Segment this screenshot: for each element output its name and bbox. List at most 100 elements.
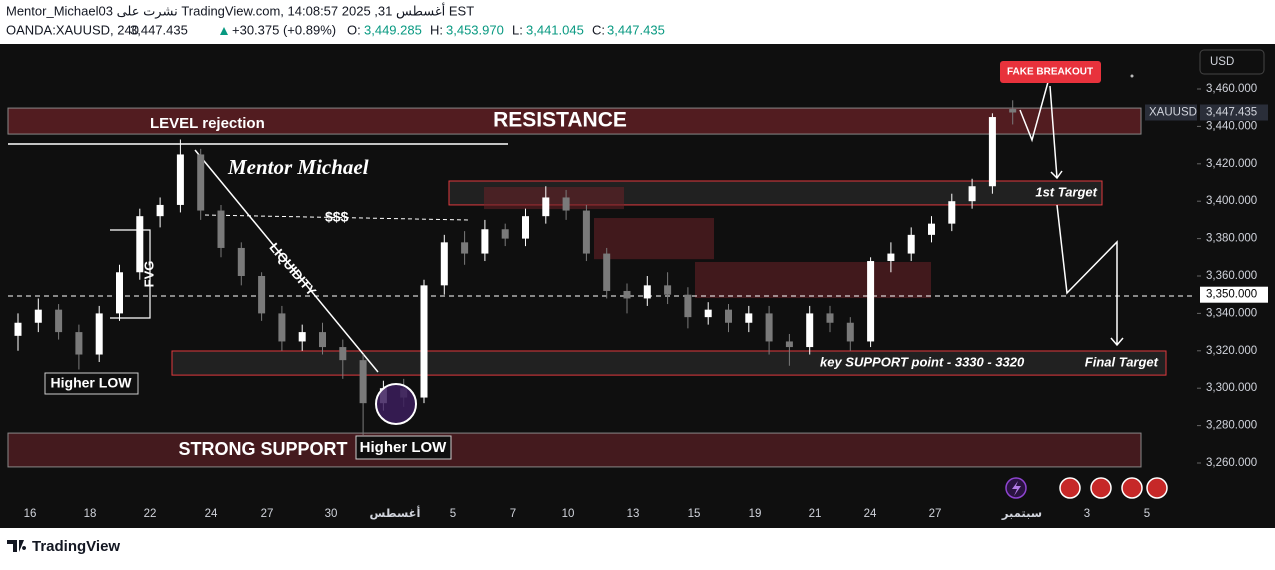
price-tag-label: 3,447.435 <box>1206 107 1257 119</box>
price-tag-name: XAUUSD <box>1149 107 1197 119</box>
x-tick-label: أغسطس <box>370 505 421 520</box>
x-tick-label: 27 <box>261 508 274 520</box>
candle-body <box>664 285 672 295</box>
x-tick-label: 27 <box>929 508 942 520</box>
y-tick-label: 3,340.000 <box>1206 307 1257 319</box>
y-tick-label: 3,280.000 <box>1206 420 1257 432</box>
zone-label: key SUPPORT point - 3330 - 3320 <box>820 354 1025 369</box>
candle-body <box>420 285 428 398</box>
annotation: Higher LOW <box>360 439 448 456</box>
candle-body <box>542 197 550 217</box>
candle-body <box>846 322 854 342</box>
event-icon[interactable] <box>1059 477 1081 499</box>
candle-body <box>116 272 123 314</box>
candle-body <box>725 309 732 323</box>
y-tick-label: 3,440.000 <box>1206 120 1257 132</box>
x-tick-label: سبتمبر <box>1001 508 1042 520</box>
logo: TradingView <box>7 538 120 555</box>
annotation: FVG <box>141 261 156 288</box>
x-tick-label: 16 <box>24 508 37 520</box>
candle-body <box>785 341 793 348</box>
author: Mentor Michael <box>227 155 369 179</box>
candle-body <box>887 253 895 262</box>
supply-box <box>594 218 714 260</box>
o-value: 3,449.285 <box>364 22 422 37</box>
c-value: 3,447.435 <box>607 22 665 37</box>
zone <box>171 350 1167 376</box>
candle-body <box>928 223 935 235</box>
candle-body <box>339 347 347 361</box>
candle-body <box>603 253 611 291</box>
x-tick-label: 3 <box>1084 508 1090 520</box>
candle-body <box>867 261 875 342</box>
candle-body <box>745 313 753 323</box>
fvg-bracket <box>110 229 151 319</box>
annotation: $$$ <box>325 209 349 225</box>
candle-body <box>948 201 956 224</box>
x-tick-label: 15 <box>688 508 701 520</box>
candle-body <box>34 309 42 323</box>
price-tag <box>1200 104 1268 121</box>
candle-body <box>217 210 225 248</box>
liquidity-dash <box>204 214 469 221</box>
event-icon[interactable] <box>1090 477 1112 499</box>
candle-body <box>298 332 306 342</box>
candle-body <box>440 242 448 286</box>
zone-label: 1st Target <box>1035 184 1097 199</box>
candle-body <box>258 276 266 314</box>
candle-body <box>684 294 692 318</box>
y-tick-label: 3,460.000 <box>1206 83 1257 95</box>
level-tag <box>1200 286 1268 303</box>
low-circle <box>375 383 417 425</box>
c-label: C: <box>592 22 605 37</box>
x-tick-label: 24 <box>864 508 877 520</box>
x-tick-label: 19 <box>749 508 762 520</box>
up-arrow <box>220 27 228 35</box>
fake-path <box>1019 81 1049 143</box>
candle-body <box>481 229 489 254</box>
candle-body <box>826 313 834 323</box>
annotation: FAKE BREAKOUT <box>1007 67 1093 78</box>
candle-body <box>643 285 651 299</box>
x-tick-label: 24 <box>205 508 218 520</box>
zone <box>7 107 1142 135</box>
event-bolt <box>1012 481 1021 496</box>
events <box>1005 477 1168 499</box>
candle-body <box>907 234 915 254</box>
candle-body <box>278 313 286 342</box>
dot <box>1130 74 1134 78</box>
candle-body <box>522 216 529 239</box>
x-tick-label: 5 <box>450 508 456 520</box>
zone-label: STRONG SUPPORT <box>178 439 347 459</box>
currency: USD <box>1210 56 1234 68</box>
x-tick-label: 18 <box>84 508 97 520</box>
candle-body <box>704 309 712 318</box>
o-label: O: <box>347 22 361 37</box>
candle-body <box>237 247 245 276</box>
annotation: Final Target <box>1085 354 1159 369</box>
target-arrow <box>1049 85 1063 180</box>
x-tick-label: 21 <box>809 508 822 520</box>
l-label: L: <box>512 22 523 37</box>
x-tick-label: 30 <box>325 508 338 520</box>
y-tick-label: 3,300.000 <box>1206 382 1257 394</box>
x-tick-label: 5 <box>1144 508 1150 520</box>
final-arrow <box>1056 204 1124 347</box>
symbol: OANDA:XAUUSD, 240 <box>6 22 139 37</box>
event-icon[interactable] <box>1121 477 1143 499</box>
candle-body <box>197 154 205 211</box>
candle-body <box>14 322 22 336</box>
brand: TradingView <box>32 538 120 555</box>
annotation: Higher LOW <box>51 375 133 391</box>
last-price: 3,447.435 <box>130 22 188 37</box>
supply-box <box>484 186 624 210</box>
label-box <box>355 435 452 460</box>
event-icon[interactable] <box>1146 477 1168 499</box>
candle-body <box>968 186 976 202</box>
currency-button[interactable] <box>1199 49 1265 75</box>
candle-body <box>806 313 814 348</box>
candle-body <box>75 332 83 355</box>
x-tick-label: 13 <box>627 508 640 520</box>
